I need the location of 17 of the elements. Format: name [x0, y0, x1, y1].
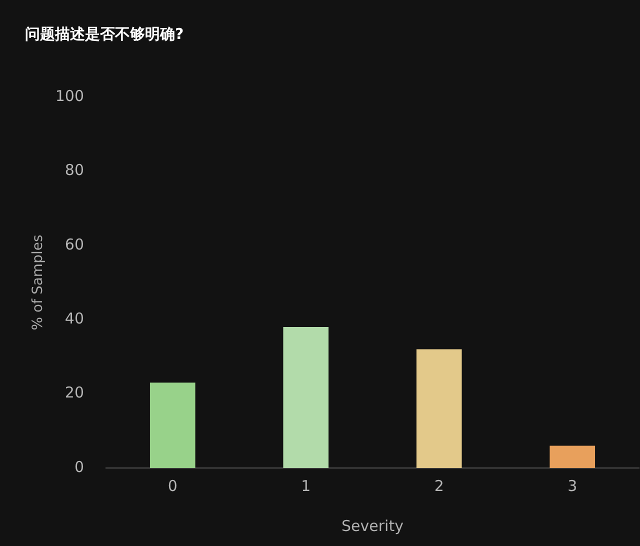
- y-tick-label: 20: [64, 384, 84, 402]
- y-tick-label: 40: [64, 309, 84, 328]
- x-tick-label: 0: [168, 476, 178, 495]
- bar: [416, 349, 462, 468]
- chart-title: 问题描述是否不够明确?: [25, 24, 184, 43]
- y-axis-title: % of Samples: [30, 234, 46, 330]
- y-tick-label: 60: [64, 235, 84, 254]
- y-tick-label: 0: [74, 458, 84, 476]
- x-tick-label: 1: [301, 476, 311, 495]
- x-tick-label: 2: [434, 476, 444, 495]
- y-tick-label: 100: [55, 86, 84, 105]
- x-tick-label: 3: [568, 476, 578, 495]
- bar: [550, 446, 596, 468]
- x-axis-title: Severity: [342, 516, 404, 535]
- bar: [150, 382, 196, 468]
- y-tick-label: 80: [64, 161, 84, 180]
- bar: [283, 327, 329, 468]
